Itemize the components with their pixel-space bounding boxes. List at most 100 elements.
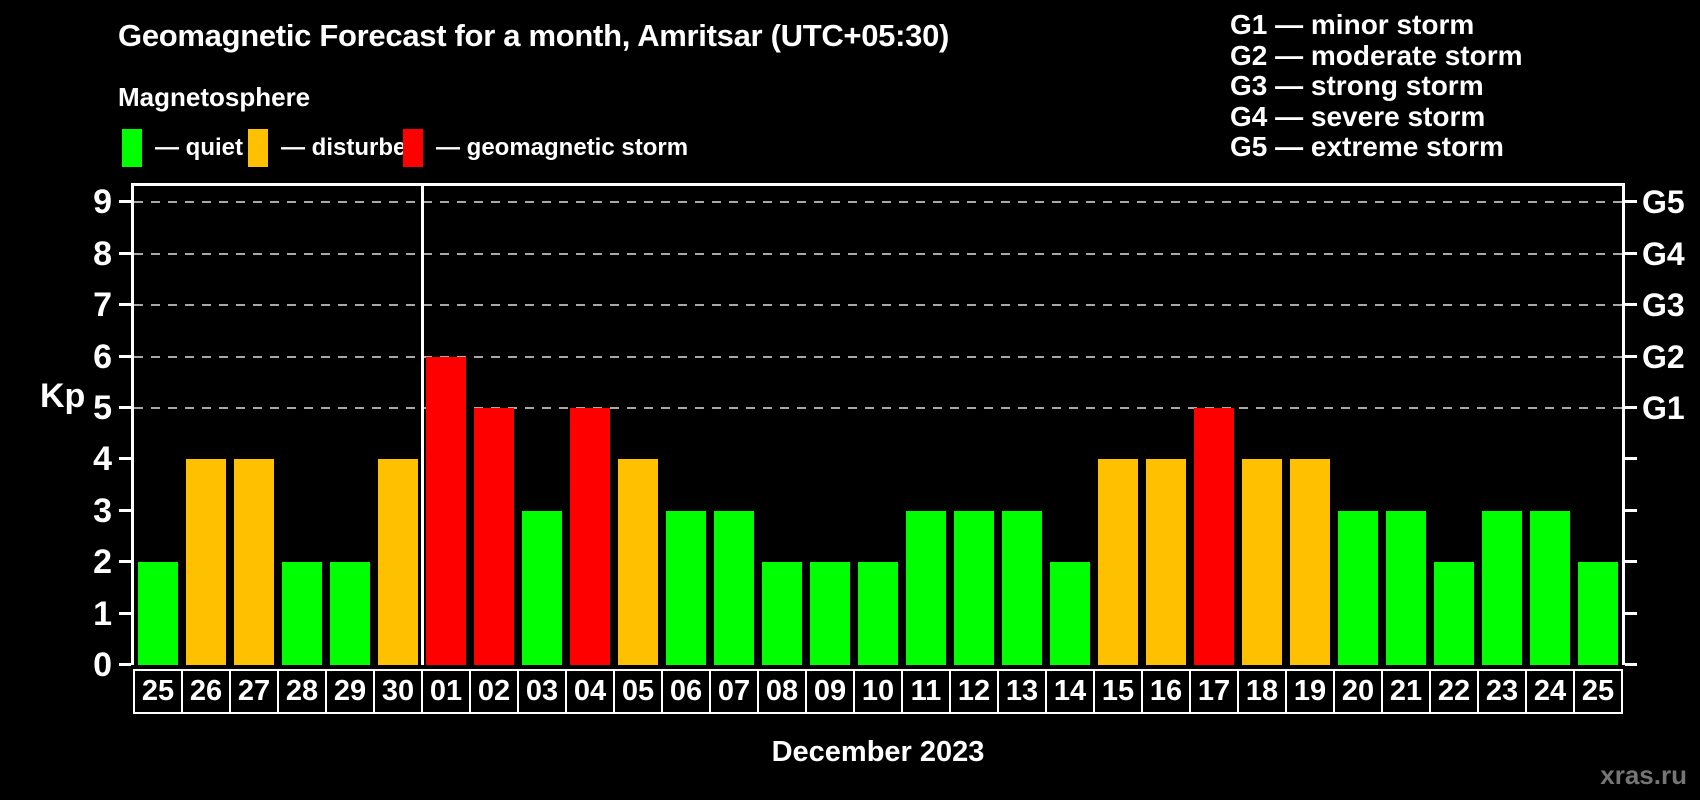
day-label-25-0: 25: [133, 669, 183, 714]
y-axis-tick-right-8: [1625, 251, 1637, 255]
day-label-24-29: 24: [1525, 669, 1575, 714]
day-label-19-24: 19: [1285, 669, 1335, 714]
day-label-23-28: 23: [1477, 669, 1527, 714]
bar-day-27-2: [234, 459, 274, 665]
y-axis-tick-left-9: [119, 200, 131, 204]
legend-item-disturbed: — disturbed: [248, 129, 421, 167]
bar-day-30-5: [378, 459, 418, 665]
day-label-10-15: 10: [853, 669, 903, 714]
legend-item-label: — disturbed: [281, 134, 422, 161]
bar-day-21-26: [1386, 510, 1426, 665]
y-axis-tick-left-7: [119, 303, 131, 307]
bar-day-05-10: [618, 459, 658, 665]
chart-subtitle: Magnetosphere: [118, 82, 311, 112]
y-axis-tick-label-5: 5: [93, 389, 112, 427]
bar-day-14-19: [1050, 562, 1090, 665]
bar-day-18-23: [1242, 459, 1282, 665]
bar-day-02-7: [474, 408, 514, 665]
gridline-kp-5: [134, 407, 1622, 409]
g-legend-line-2: G2 — moderate storm: [1230, 39, 1523, 71]
bar-day-07-12: [714, 510, 754, 665]
right-axis-label-G2: G2: [1642, 338, 1685, 375]
watermark: xras.ru: [1600, 760, 1687, 790]
y-axis-tick-left-4: [119, 457, 131, 461]
right-axis-label-G3: G3: [1642, 287, 1685, 324]
y-axis-tick-left-5: [119, 406, 131, 409]
day-label-28-3: 28: [277, 669, 327, 714]
bar-day-11-16: [906, 510, 946, 665]
y-axis-tick-left-2: [119, 560, 131, 564]
y-axis-tick-right-2: [1625, 560, 1637, 564]
right-axis-label-G4: G4: [1642, 235, 1685, 272]
y-axis-tick-right-7: [1625, 303, 1637, 307]
y-axis-tick-label-4: 4: [93, 440, 112, 479]
y-axis-tick-right-6: [1625, 354, 1637, 358]
legend-item-geomagnetic-storm: — geomagnetic storm: [403, 129, 688, 167]
bar-day-29-4: [330, 562, 370, 665]
y-axis-tick-left-0: [119, 663, 131, 666]
bar-day-03-8: [522, 510, 562, 665]
y-axis-tick-label-3: 3: [93, 491, 112, 530]
day-label-25-30: 25: [1573, 669, 1623, 714]
kp-legend: — quiet — disturbed — geomagnetic storm: [0, 129, 1100, 169]
plot-area: 0 1 2 3 4 5 6 7 8 9 G1 G2 G3 G4 G5: [93, 183, 1685, 684]
day-label-07-12: 07: [709, 669, 759, 714]
day-label-20-25: 20: [1333, 669, 1383, 714]
day-label-11-16: 11: [901, 669, 951, 714]
y-axis-tick-label-2: 2: [93, 543, 112, 582]
legend-item-label: — geomagnetic storm: [436, 134, 689, 161]
day-label-01-6: 01: [421, 669, 471, 714]
bar-day-10-15: [858, 562, 898, 665]
bar-day-19-24: [1290, 459, 1330, 665]
y-axis-tick-left-3: [119, 508, 131, 512]
day-label-30-5: 30: [373, 669, 423, 714]
bar-day-12-17: [954, 510, 994, 665]
bar-day-23-28: [1482, 510, 1522, 665]
bar-day-20-25: [1338, 510, 1378, 665]
disturbed-swatch-icon: [248, 129, 268, 167]
day-label-15-20: 15: [1093, 669, 1143, 714]
day-label-02-7: 02: [469, 669, 519, 714]
day-label-16-21: 16: [1141, 669, 1191, 714]
y-axis-tick-label-0: 0: [93, 646, 112, 684]
day-label-17-22: 17: [1189, 669, 1239, 714]
day-label-13-18: 13: [997, 669, 1047, 714]
gridline-kp-9: [134, 201, 1622, 204]
right-axis-label-G5: G5: [1642, 184, 1685, 221]
y-axis-tick-right-5: [1625, 406, 1637, 409]
day-label-14-19: 14: [1045, 669, 1095, 714]
month-separator-line: [420, 186, 424, 665]
y-axis-tick-label-1: 1: [93, 594, 112, 633]
g-legend-line-5: G5 — extreme storm: [1230, 131, 1504, 162]
day-label-03-8: 03: [517, 669, 567, 714]
y-axis-tick-left-6: [119, 354, 131, 358]
day-label-22-27: 22: [1429, 669, 1479, 714]
bar-day-09-14: [810, 562, 850, 665]
bar-day-24-29: [1530, 510, 1570, 665]
bar-day-15-20: [1098, 459, 1138, 665]
right-axis-label-G1: G1: [1642, 390, 1685, 426]
legend-item-quiet: — quiet: [122, 129, 243, 167]
g-scale-legend: G1 — minor storm G2 — moderate storm G3 — …: [1230, 9, 1523, 163]
gridline-kp-6: [134, 355, 1622, 358]
y-axis-label: Kp: [40, 377, 86, 415]
day-label-08-13: 08: [757, 669, 807, 714]
day-label-05-10: 05: [613, 669, 663, 714]
x-axis-day-labels: 25 26 27 28 29 30 01 02 03 04 05 06 07 08 09 10 11 12 13 14…: [133, 669, 1628, 714]
y-axis-tick-left-8: [119, 251, 131, 255]
g-legend-line-4: G4 — severe storm: [1230, 100, 1486, 132]
y-axis-tick-right-3: [1625, 508, 1637, 512]
bar-day-28-3: [282, 562, 322, 665]
day-label-27-2: 27: [229, 669, 279, 714]
y-axis-tick-label-6: 6: [93, 337, 112, 376]
bar-day-13-18: [1002, 510, 1042, 665]
x-axis-month-label: December 2023: [771, 736, 985, 768]
y-axis-tick-label-8: 8: [93, 234, 112, 273]
day-label-29-4: 29: [325, 669, 375, 714]
bar-day-17-22: [1194, 408, 1234, 665]
bar-day-25-30: [1578, 562, 1618, 665]
legend-item-label: — quiet: [155, 134, 243, 161]
y-axis-tick-right-4: [1625, 457, 1637, 461]
g-legend-line-1: G1 — minor storm: [1230, 9, 1475, 40]
day-label-18-23: 18: [1237, 669, 1287, 714]
